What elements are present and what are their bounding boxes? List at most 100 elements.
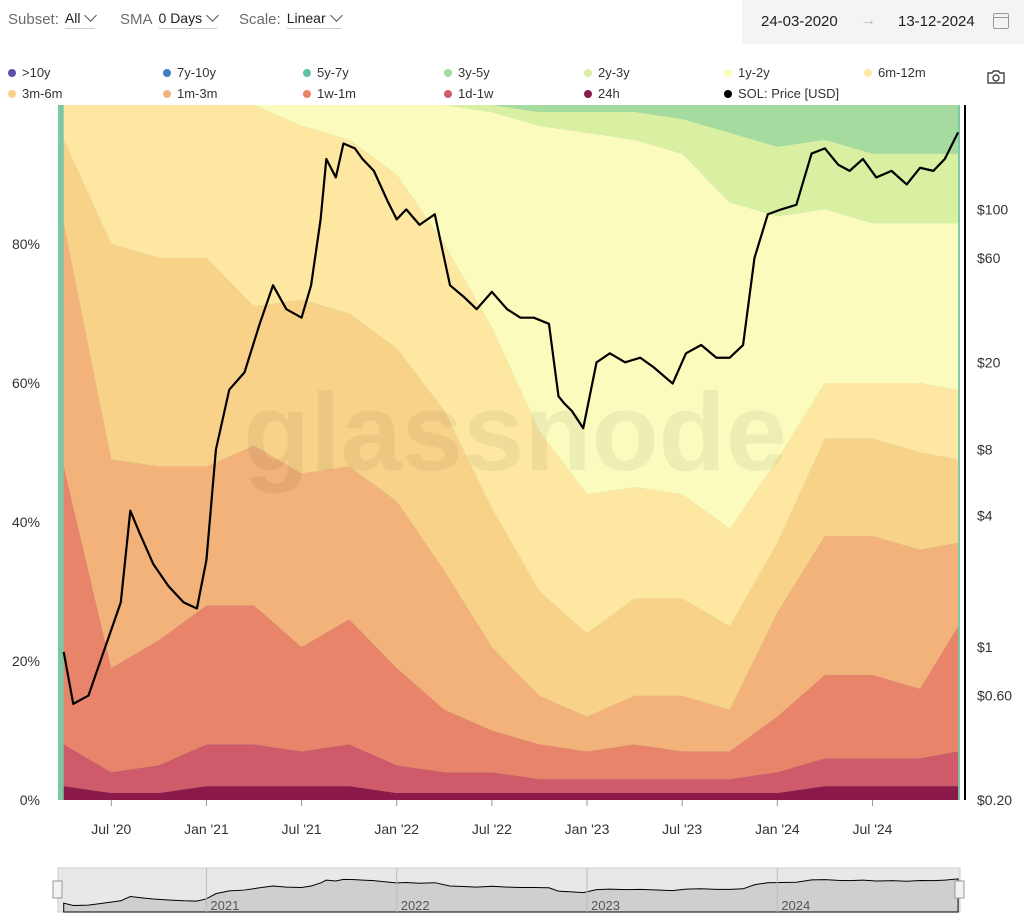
- area-3y-5y: [63, 105, 959, 154]
- legend-dot-icon: [303, 68, 311, 77]
- y-left-tick-label: 20%: [12, 653, 40, 669]
- subset-dropdown[interactable]: All: [64, 9, 98, 29]
- scale-dropdown[interactable]: Linear: [286, 9, 343, 29]
- date-to[interactable]: 13-12-2024: [898, 13, 975, 30]
- area-top-remainder: [58, 105, 960, 800]
- x-tick-label: Jul '24: [852, 821, 892, 837]
- x-ticks: Jul '20 Jan '21 Jul '21 Jan '22 Jul '22 Jan '…: [91, 800, 893, 837]
- y-right-tick-label: $1: [977, 639, 993, 655]
- legend-dot-icon: [584, 68, 592, 77]
- legend-item[interactable]: 1d-1w: [444, 86, 493, 101]
- x-tick-label: Jan '23: [565, 821, 610, 837]
- subset-label: Subset:: [8, 11, 59, 28]
- navigator[interactable]: 2021 2022 2023 2024: [52, 867, 965, 913]
- navigator-handle[interactable]: [52, 880, 63, 899]
- legend-item[interactable]: 1w-1m: [303, 86, 356, 101]
- area-1w-1m: [63, 466, 959, 780]
- x-tick-label: Jan '22: [374, 821, 419, 837]
- y-right-tick-label: $20: [977, 354, 1001, 370]
- legend-label: 1d-1w: [458, 86, 494, 101]
- x-tick-label: Jan '24: [755, 821, 800, 837]
- legend-label: 7y-10y: [177, 65, 217, 80]
- legend-label: >10y: [22, 65, 51, 80]
- x-tick-label: Jul '20: [91, 821, 131, 837]
- legend-dot-icon: [444, 68, 452, 77]
- legend-dot-icon: [163, 68, 171, 77]
- area-layers: [58, 105, 960, 800]
- subset-value: All: [64, 10, 81, 26]
- legend-item[interactable]: 24h: [584, 86, 620, 101]
- legend-item[interactable]: 7y-10y: [163, 65, 216, 80]
- y-right-tick-label: $60: [977, 250, 1001, 266]
- navigator-year-label: 2024: [781, 898, 810, 913]
- arrow-right-icon: →: [860, 12, 876, 29]
- sma-value: 0 Days: [158, 10, 203, 26]
- legend-dot-icon: [163, 89, 171, 98]
- date-from[interactable]: 24-03-2020: [761, 13, 838, 30]
- x-tick-label: Jul '23: [662, 821, 702, 837]
- area-24h: [63, 786, 959, 800]
- x-tick-label: Jul '21: [282, 821, 322, 837]
- legend-dot-icon: [444, 89, 452, 98]
- navigator-year-label: 2022: [401, 898, 430, 913]
- price-line: [62, 131, 960, 705]
- toolbar: Subset: All SMA 0 Days Scale: Linear 24-…: [0, 0, 1024, 44]
- watermark: glassnode: [243, 371, 787, 494]
- sma-control: SMA 0 Days: [120, 9, 219, 29]
- x-tick-label: Jul '22: [472, 821, 512, 837]
- scale-label: Scale:: [239, 11, 281, 28]
- legend-dot-icon: [584, 89, 592, 98]
- legend-item[interactable]: 6m-12m: [864, 65, 926, 80]
- scale-value: Linear: [286, 10, 326, 26]
- legend-label: 2y-3y: [598, 65, 630, 80]
- legend-label: 5y-7y: [317, 65, 349, 80]
- area-3m-6m: [63, 139, 959, 717]
- y-right-tick-label: $8: [977, 441, 993, 457]
- legend-label: 6m-12m: [878, 65, 926, 80]
- legend-label: 1y-2y: [738, 65, 770, 80]
- calendar-icon[interactable]: [993, 13, 1009, 29]
- area-1d-1w: [63, 744, 959, 794]
- legend-item[interactable]: 5y-7y: [303, 65, 349, 80]
- legend-dot-icon: [8, 89, 16, 98]
- legend-dot-icon: [8, 68, 16, 77]
- legend-item[interactable]: 1y-2y: [724, 65, 770, 80]
- price-line-group: [62, 131, 960, 705]
- legend-label: 1w-1m: [317, 86, 357, 101]
- subset-control: Subset: All: [8, 9, 98, 29]
- legend-dot-icon: [303, 89, 311, 98]
- y-right-tick-label: $0.60: [977, 688, 1012, 704]
- legend-dot-icon: [724, 68, 732, 77]
- area-6m-12m: [63, 105, 959, 634]
- navigator-year-label: 2023: [591, 898, 620, 913]
- navigator-handle[interactable]: [954, 880, 965, 899]
- chevron-down-icon: [329, 9, 343, 22]
- y-left-tick-label: 0%: [20, 792, 40, 808]
- chart-legend: >10y 7y-10y 5y-7y 3y-5y 2y-3y 1y-2y 6m-12m 3m-6…: [0, 62, 960, 106]
- area-1m-3m: [63, 223, 959, 752]
- chevron-down-icon: [84, 9, 98, 22]
- navigator-year-label: 2021: [210, 898, 239, 913]
- y-left-ticks: 0% 20% 40% 60% 80%: [12, 236, 40, 808]
- y-right-tick-label: $4: [977, 507, 993, 523]
- navigator-window[interactable]: [57, 867, 961, 913]
- navigator-series: [63, 878, 959, 913]
- legend-item[interactable]: 3m-6m: [8, 86, 62, 101]
- sma-label: SMA: [120, 11, 153, 28]
- y-right-tick-label: $0.20: [977, 792, 1012, 808]
- scale-control: Scale: Linear: [239, 9, 343, 29]
- sma-dropdown[interactable]: 0 Days: [158, 9, 219, 29]
- x-tick-label: Jan '21: [184, 821, 229, 837]
- legend-item[interactable]: 1m-3m: [163, 86, 217, 101]
- legend-item[interactable]: 3y-5y: [444, 65, 490, 80]
- legend-label: 3m-6m: [22, 86, 63, 101]
- y-left-tick-label: 80%: [12, 236, 40, 252]
- legend-dot-icon: [864, 68, 872, 77]
- camera-icon[interactable]: [987, 70, 1005, 84]
- y-left-tick-label: 40%: [12, 514, 40, 530]
- legend-item[interactable]: 2y-3y: [584, 65, 630, 80]
- legend-item[interactable]: SOL: Price [USD]: [724, 86, 839, 101]
- legend-item[interactable]: >10y: [8, 65, 51, 80]
- legend-label: SOL: Price [USD]: [738, 86, 840, 101]
